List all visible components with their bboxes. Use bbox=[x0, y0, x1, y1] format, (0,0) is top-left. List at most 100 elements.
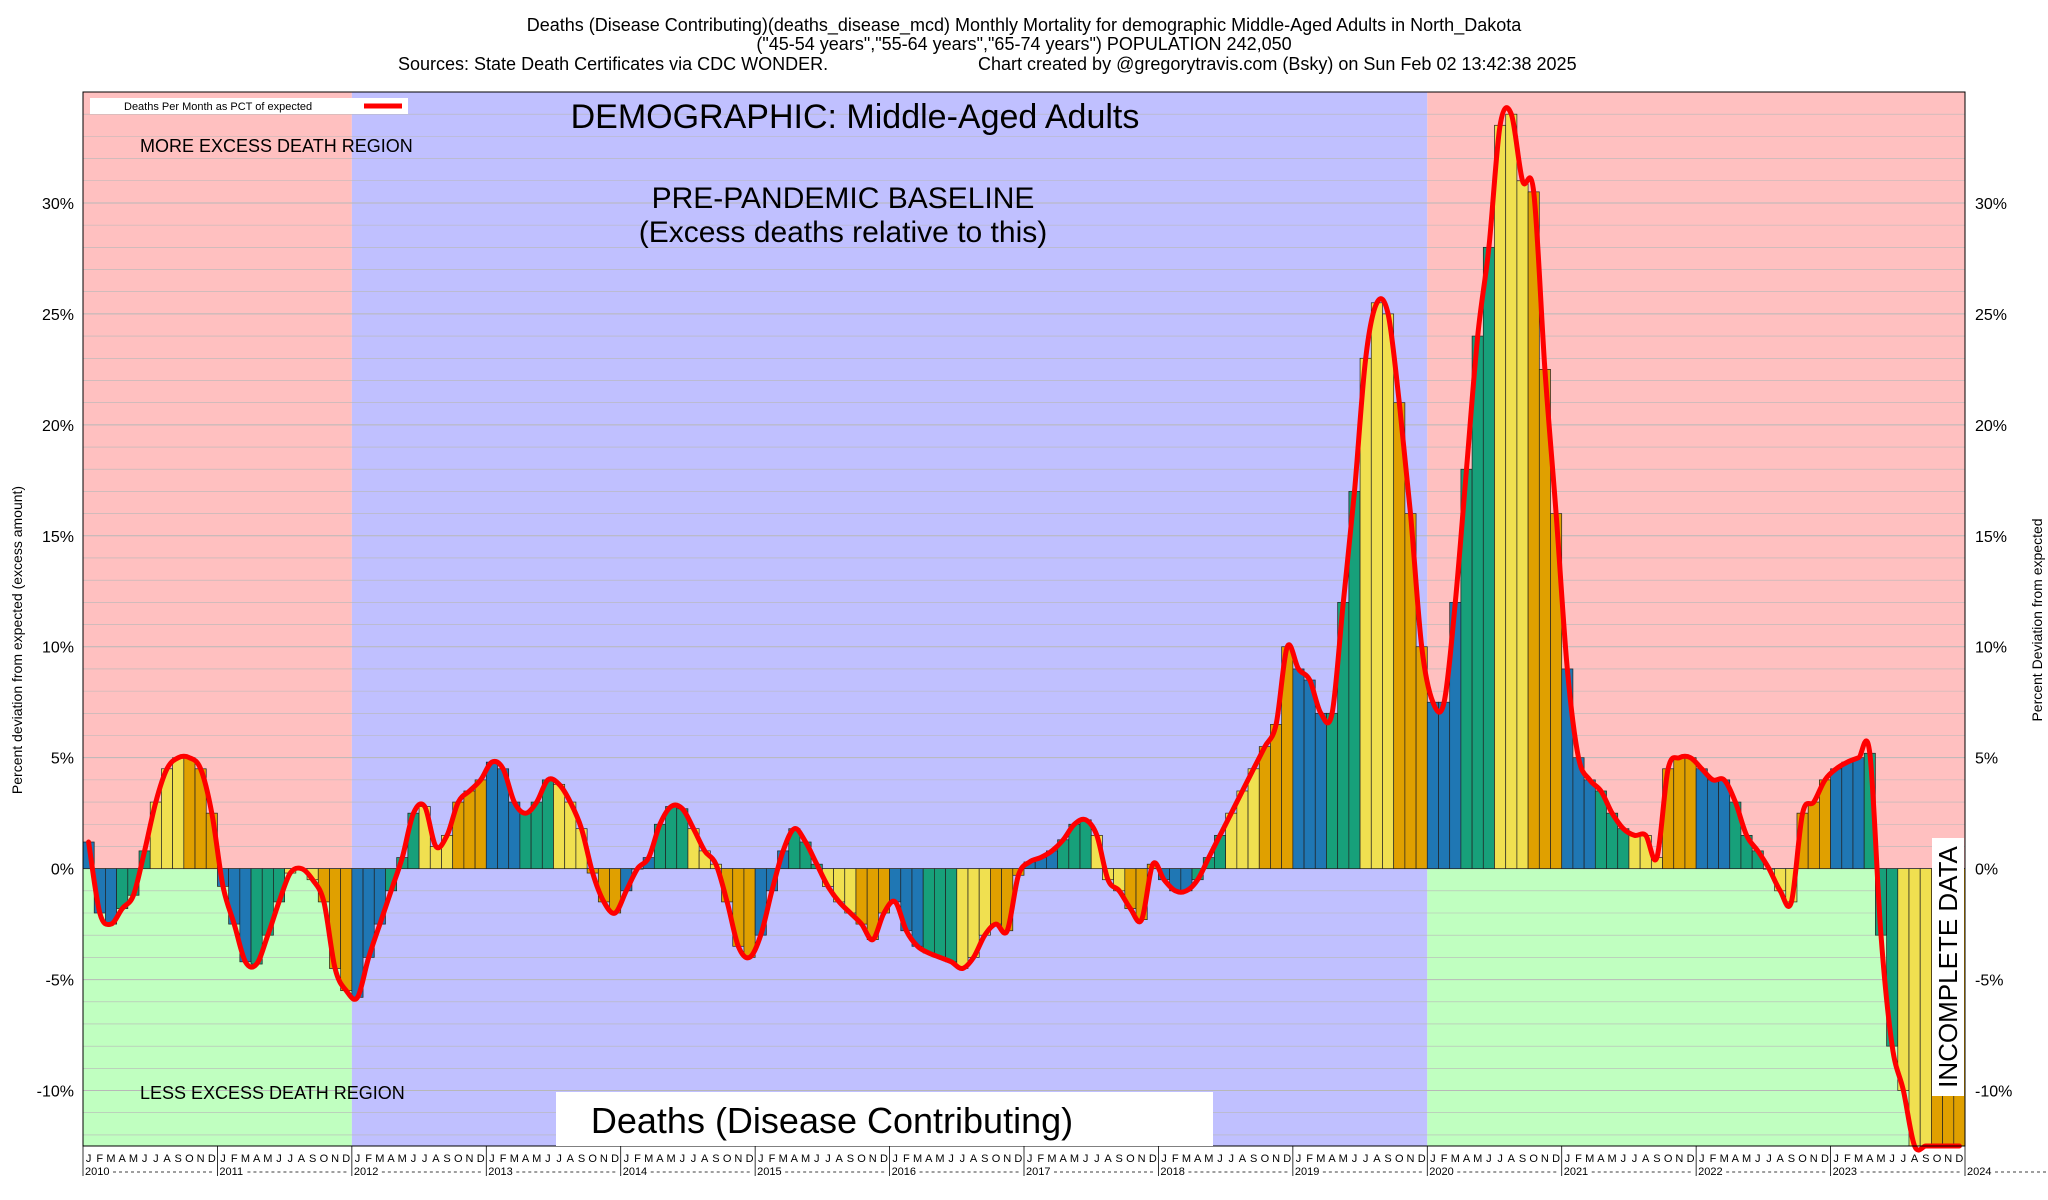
x-month-label: A bbox=[791, 1153, 799, 1165]
x-year-label: 2020 bbox=[1429, 1166, 1453, 1178]
x-month-label: A bbox=[835, 1153, 843, 1165]
footer-box bbox=[556, 1092, 1213, 1146]
bar-80 bbox=[978, 868, 991, 936]
bar-59 bbox=[743, 868, 756, 958]
x-month-label: J bbox=[1161, 1153, 1167, 1165]
x-month-label: J bbox=[220, 1153, 226, 1165]
x-month-label: O bbox=[1395, 1153, 1404, 1165]
x-month-label: M bbox=[1451, 1153, 1460, 1165]
x-month-label: S bbox=[847, 1153, 854, 1165]
x-month-label: O bbox=[185, 1153, 194, 1165]
x-year-label: 2018 bbox=[1160, 1166, 1184, 1178]
bar-42 bbox=[553, 783, 566, 869]
x-month-label: M bbox=[1070, 1153, 1079, 1165]
x-month-label: F bbox=[1306, 1153, 1313, 1165]
x-month-label: A bbox=[1104, 1153, 1112, 1165]
x-month-label: O bbox=[1261, 1153, 1270, 1165]
bar-35 bbox=[474, 779, 487, 869]
x-month-label: D bbox=[1149, 1153, 1157, 1165]
bar-110 bbox=[1314, 712, 1327, 869]
x-month-label: N bbox=[1944, 1153, 1952, 1165]
x-year-label: 2012 bbox=[354, 1166, 378, 1178]
more-excess-label: MORE EXCESS DEATH REGION bbox=[140, 136, 413, 156]
x-month-label: J bbox=[691, 1153, 697, 1165]
series-line bbox=[86, 105, 1962, 1153]
x-year-label: 2023 bbox=[1833, 1166, 1857, 1178]
bar-154 bbox=[1807, 801, 1820, 869]
x-month-label: S bbox=[1653, 1153, 1660, 1165]
x-month-label: O bbox=[1664, 1153, 1673, 1165]
legend-box bbox=[90, 98, 408, 114]
chart-title-line1: Deaths (Disease Contributing)(deaths_dis… bbox=[527, 15, 1522, 36]
x-month-label: A bbox=[1373, 1153, 1381, 1165]
bar-76 bbox=[934, 868, 946, 958]
x-month-label: A bbox=[567, 1153, 575, 1165]
bar-72 bbox=[889, 868, 902, 903]
bar-74 bbox=[911, 868, 924, 947]
bar-39 bbox=[519, 812, 532, 869]
x-month-label: N bbox=[331, 1153, 339, 1165]
x-month-label: M bbox=[1047, 1153, 1056, 1165]
legend: Deaths Per Month as PCT of expected bbox=[90, 98, 408, 114]
x-month-label: N bbox=[1003, 1153, 1011, 1165]
bar-156 bbox=[1830, 768, 1843, 869]
chart-sources: Sources: State Death Certificates via CD… bbox=[398, 54, 828, 74]
x-month-label: J bbox=[1363, 1153, 1369, 1165]
bar-89 bbox=[1079, 819, 1092, 869]
x-month-label: J bbox=[86, 1153, 92, 1165]
x-year-label: 2013 bbox=[488, 1166, 512, 1178]
x-month-label: J bbox=[1565, 1153, 1571, 1165]
x-year-label: 2015 bbox=[757, 1166, 781, 1178]
bar-77 bbox=[945, 868, 958, 963]
x-year-label: 2014 bbox=[623, 1166, 647, 1178]
x-month-label: N bbox=[1810, 1153, 1818, 1165]
x-year-label: 2019 bbox=[1295, 1166, 1319, 1178]
x-month-label: O bbox=[1798, 1153, 1807, 1165]
bar-8 bbox=[172, 757, 185, 869]
x-month-label: M bbox=[1720, 1153, 1729, 1165]
x-month-label: J bbox=[1217, 1153, 1223, 1165]
bar-108 bbox=[1292, 668, 1305, 869]
x-month-label: A bbox=[970, 1153, 978, 1165]
x-month-label: A bbox=[1239, 1153, 1247, 1165]
x-month-label: J bbox=[355, 1153, 361, 1165]
x-month-label: N bbox=[197, 1153, 205, 1165]
x-month-label: A bbox=[1060, 1153, 1068, 1165]
bar-162 bbox=[1897, 868, 1910, 1091]
bar-114 bbox=[1359, 357, 1372, 869]
x-month-label: J bbox=[1621, 1153, 1627, 1165]
x-month-label: M bbox=[263, 1153, 272, 1165]
x-month-label: J bbox=[948, 1153, 954, 1165]
x-month-label: N bbox=[600, 1153, 608, 1165]
x-month-label: N bbox=[1541, 1153, 1549, 1165]
y-tick-label-left: 10% bbox=[42, 640, 74, 657]
y-tick-label-right: -5% bbox=[1975, 973, 2003, 990]
bar-138 bbox=[1628, 834, 1641, 869]
x-month-label: M bbox=[532, 1153, 541, 1165]
x-month-label: J bbox=[1083, 1153, 1089, 1165]
x-month-label: M bbox=[1182, 1153, 1191, 1165]
x-month-label: J bbox=[1296, 1153, 1302, 1165]
x-year-label: 2022 bbox=[1698, 1166, 1722, 1178]
x-month-label: J bbox=[892, 1153, 898, 1165]
bar-142 bbox=[1673, 757, 1686, 869]
x-month-label: J bbox=[411, 1153, 417, 1165]
x-month-label: J bbox=[1755, 1153, 1761, 1165]
x-month-label: S bbox=[578, 1153, 585, 1165]
x-month-label: J bbox=[1901, 1153, 1907, 1165]
x-month-label: S bbox=[309, 1153, 316, 1165]
footer-label-box: Deaths (Disease Contributing) bbox=[556, 1092, 1213, 1146]
y-tick-label-right: 15% bbox=[1975, 529, 2007, 546]
x-month-label: F bbox=[365, 1153, 372, 1165]
bar-144 bbox=[1695, 768, 1708, 869]
bar-126 bbox=[1494, 124, 1507, 869]
bar-117 bbox=[1393, 402, 1406, 869]
bar-104 bbox=[1247, 768, 1260, 869]
x-month-label: O bbox=[723, 1153, 732, 1165]
x-month-label: F bbox=[634, 1153, 641, 1165]
x-month-label: A bbox=[1508, 1153, 1516, 1165]
y-tick-label-right: 5% bbox=[1975, 751, 1998, 768]
x-month-label: A bbox=[1642, 1153, 1650, 1165]
x-month-label: O bbox=[320, 1153, 329, 1165]
